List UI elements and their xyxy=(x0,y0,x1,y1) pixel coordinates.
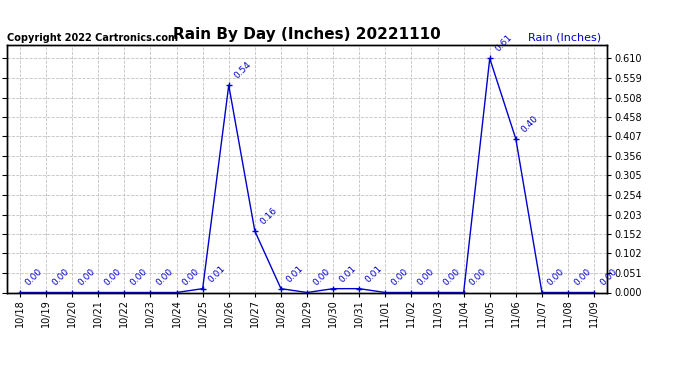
Text: 0.00: 0.00 xyxy=(155,267,175,288)
Text: 0.01: 0.01 xyxy=(285,264,306,284)
Title: Rain By Day (Inches) 20221110: Rain By Day (Inches) 20221110 xyxy=(173,27,441,42)
Text: 0.01: 0.01 xyxy=(206,264,227,284)
Text: 0.00: 0.00 xyxy=(389,267,410,288)
Text: Copyright 2022 Cartronics.com: Copyright 2022 Cartronics.com xyxy=(7,33,178,42)
Text: 0.00: 0.00 xyxy=(311,267,332,288)
Text: 0.01: 0.01 xyxy=(363,264,384,284)
Text: 0.61: 0.61 xyxy=(493,33,514,54)
Text: 0.00: 0.00 xyxy=(76,267,97,288)
Text: 0.00: 0.00 xyxy=(598,267,619,288)
Text: 0.00: 0.00 xyxy=(50,267,70,288)
Text: 0.00: 0.00 xyxy=(468,267,488,288)
Text: 0.16: 0.16 xyxy=(259,206,279,226)
Text: 0.01: 0.01 xyxy=(337,264,357,284)
Text: 0.00: 0.00 xyxy=(442,267,462,288)
Text: 0.00: 0.00 xyxy=(572,267,593,288)
Text: 0.00: 0.00 xyxy=(128,267,149,288)
Text: 0.54: 0.54 xyxy=(233,60,253,81)
Text: 0.00: 0.00 xyxy=(415,267,436,288)
Text: 0.00: 0.00 xyxy=(181,267,201,288)
Text: 0.40: 0.40 xyxy=(520,114,540,134)
Text: 0.00: 0.00 xyxy=(24,267,44,288)
Text: Rain (Inches): Rain (Inches) xyxy=(528,33,601,42)
Text: 0.00: 0.00 xyxy=(546,267,566,288)
Text: 0.00: 0.00 xyxy=(102,267,123,288)
